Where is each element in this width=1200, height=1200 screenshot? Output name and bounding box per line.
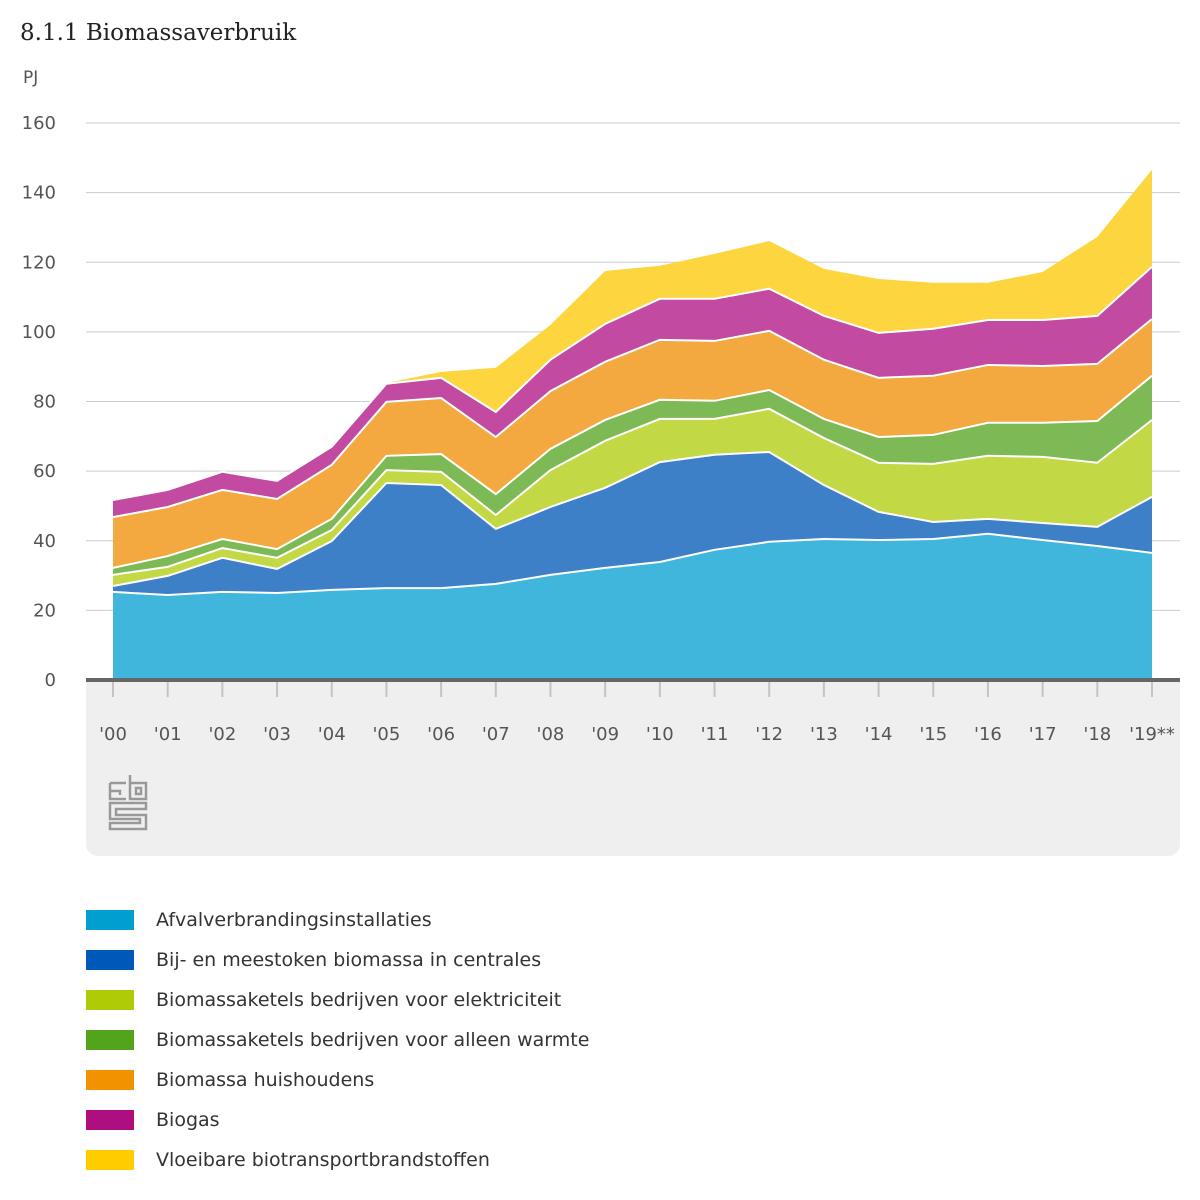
legend-swatch bbox=[86, 1110, 134, 1130]
x-tick-label: '12 bbox=[755, 724, 783, 745]
x-tick-label: '13 bbox=[810, 724, 838, 745]
x-tick-label: '07 bbox=[482, 724, 510, 745]
x-tick-label: '11 bbox=[701, 724, 729, 745]
area-series-3 bbox=[113, 375, 1152, 575]
y-tick-label: 140 bbox=[22, 183, 56, 204]
area-series-4 bbox=[113, 318, 1152, 568]
x-axis-band-top bbox=[86, 680, 1180, 700]
x-tick-label: '10 bbox=[646, 724, 674, 745]
legend-swatch bbox=[86, 1070, 134, 1090]
x-tick-label: '05 bbox=[372, 724, 400, 745]
series-boundary-line bbox=[112, 532, 1153, 597]
area-series-2 bbox=[113, 408, 1152, 587]
legend-swatch bbox=[86, 990, 134, 1010]
cbs-logo-icon bbox=[108, 773, 148, 835]
area-series-1 bbox=[113, 451, 1152, 596]
legend-label: Bij- en meestoken biomassa in centrales bbox=[156, 949, 542, 971]
x-axis-band bbox=[86, 680, 1180, 856]
legend-label: Afvalverbrandingsinstallaties bbox=[156, 909, 432, 931]
series-boundary-line bbox=[112, 266, 1153, 502]
x-tick-label: '03 bbox=[263, 724, 291, 745]
legend-item[interactable]: Biogas bbox=[86, 1100, 589, 1140]
x-tick-label: '15 bbox=[919, 724, 947, 745]
legend-item[interactable]: Biomassa huishoudens bbox=[86, 1060, 589, 1100]
x-tick-label: '17 bbox=[1029, 724, 1057, 745]
chart-title: 8.1.1 Biomassaverbruik bbox=[20, 20, 297, 46]
y-tick-label: 100 bbox=[22, 322, 56, 343]
x-tick-label: '08 bbox=[537, 724, 565, 745]
x-tick-label: '01 bbox=[154, 724, 182, 745]
x-tick-label: '18 bbox=[1083, 724, 1111, 745]
y-tick-label: 20 bbox=[33, 600, 56, 621]
y-tick-label: 120 bbox=[22, 252, 56, 273]
x-tick-label: '19** bbox=[1129, 724, 1175, 745]
chart-area: '00 '01 '02 '03 '04 '05 '06 '07 '08 '09 '10 '11 '12 '… bbox=[22, 113, 1180, 856]
x-tick-label: '00 bbox=[99, 724, 127, 745]
legend-label: Biomassa huishoudens bbox=[156, 1069, 375, 1091]
legend-item[interactable]: Vloeibare biotransportbrandstoffen bbox=[86, 1140, 589, 1180]
area-series-5 bbox=[113, 266, 1152, 518]
y-tick-label: 40 bbox=[33, 531, 56, 552]
legend: Afvalverbrandingsinstallaties Bij- en mee… bbox=[86, 900, 589, 1180]
legend-label: Biomassaketels bedrijven voor elektricit… bbox=[156, 989, 562, 1011]
legend-item[interactable]: Biomassaketels bedrijven voor elektricit… bbox=[86, 980, 589, 1020]
legend-item[interactable]: Bij- en meestoken biomassa in centrales bbox=[86, 940, 589, 980]
series-boundary-line bbox=[112, 374, 1153, 569]
legend-swatch bbox=[86, 1150, 134, 1170]
series-boundary-line bbox=[112, 407, 1153, 576]
x-tick-label: '06 bbox=[427, 724, 455, 745]
x-tick-label: '14 bbox=[865, 724, 893, 745]
y-tick-label: 60 bbox=[33, 461, 56, 482]
y-tick-label: 160 bbox=[22, 113, 56, 134]
x-tick-label: '09 bbox=[591, 724, 619, 745]
x-tick-label: '02 bbox=[208, 724, 236, 745]
legend-swatch bbox=[86, 1030, 134, 1050]
area-series-0 bbox=[113, 533, 1152, 680]
y-tick-label: 80 bbox=[33, 392, 56, 413]
x-tick-label: '16 bbox=[974, 724, 1002, 745]
series-boundary-line bbox=[112, 318, 1153, 519]
legend-label: Vloeibare biotransportbrandstoffen bbox=[156, 1149, 490, 1171]
legend-item[interactable]: Afvalverbrandingsinstallaties bbox=[86, 900, 589, 940]
legend-label: Biomassaketels bedrijven voor alleen war… bbox=[156, 1029, 590, 1051]
legend-swatch bbox=[86, 910, 134, 930]
y-tick-label: 0 bbox=[45, 670, 56, 691]
legend-swatch bbox=[86, 950, 134, 970]
series-boundary-line bbox=[112, 450, 1153, 587]
legend-label: Biogas bbox=[156, 1109, 220, 1131]
x-tick-label: '04 bbox=[318, 724, 346, 745]
legend-item[interactable]: Biomassaketels bedrijven voor alleen war… bbox=[86, 1020, 589, 1060]
y-axis-unit-label: PJ bbox=[23, 68, 39, 88]
